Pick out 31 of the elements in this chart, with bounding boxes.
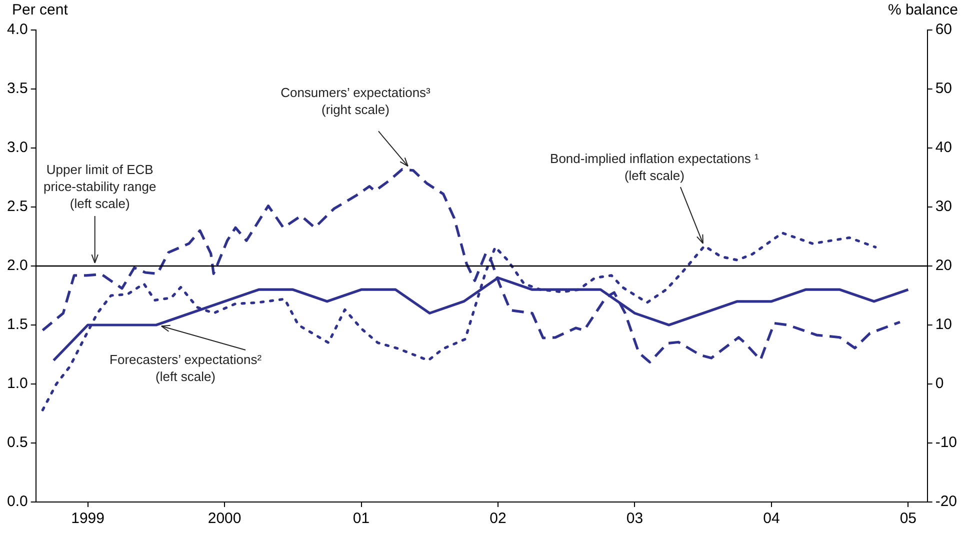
y2-tick-label: -20 — [935, 493, 958, 510]
y-tick-label: 2.5 — [6, 198, 28, 216]
y2-tick-label: 50 — [935, 80, 952, 98]
x-tick-label: 03 — [626, 510, 644, 528]
annotation: Forecasters’ expectations² (left scale) — [110, 352, 262, 384]
y2-axis-title: % balance — [888, 2, 958, 19]
y-tick-label: 3.5 — [6, 80, 28, 98]
y2-tick-label: -10 — [935, 434, 958, 452]
y2-tick-label: 40 — [935, 139, 952, 156]
annotation: Consumers’ expectations³ (right scale) — [280, 85, 432, 118]
y-tick-label: 0.5 — [6, 434, 28, 452]
y-tick-label: 0.0 — [6, 493, 28, 510]
x-tick-label: 01 — [352, 510, 370, 528]
y2-tick-label: 20 — [935, 257, 952, 274]
y-tick-label: 1.5 — [6, 316, 28, 334]
y-tick-label: 2.0 — [6, 257, 28, 274]
annotation: Bond-implied inflation expectations ¹ (left scale) — [550, 151, 760, 184]
y2-tick-label: 10 — [935, 316, 952, 334]
x-tick-label: 1999 — [71, 510, 104, 528]
ref-line-label: Upper limit of ECB price-stability range (left scale) — [43, 162, 156, 211]
x-tick-label: 04 — [763, 510, 780, 528]
y-tick-label: 1.0 — [6, 375, 28, 392]
y-tick-label: 3.0 — [6, 139, 28, 156]
x-tick-label: 2000 — [208, 510, 242, 528]
x-tick-label: 02 — [490, 510, 506, 528]
y-axis-title: Per cent — [12, 2, 69, 19]
y-tick-label: 4.0 — [6, 21, 28, 38]
y2-tick-label: 30 — [935, 198, 952, 216]
x-tick-label: 05 — [900, 510, 917, 528]
y2-tick-label: 60 — [935, 21, 952, 38]
y2-tick-label: 0 — [935, 375, 944, 392]
